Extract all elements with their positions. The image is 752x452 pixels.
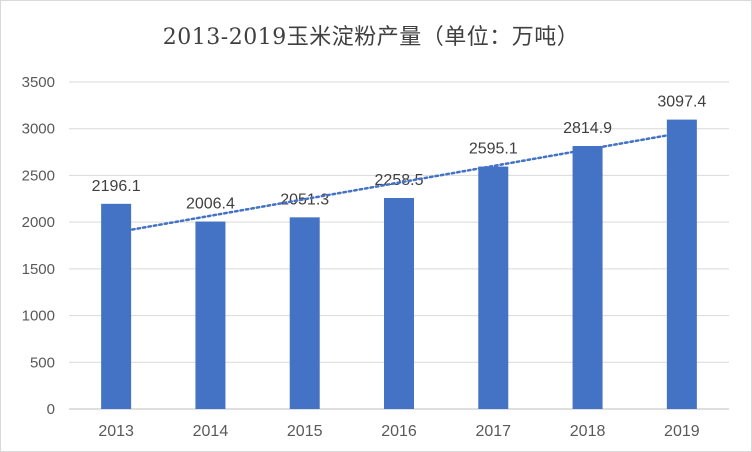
chart-title: 2013-2019玉米淀粉产量（单位：万吨） (162, 25, 580, 50)
x-tick-label: 2013 (98, 423, 134, 440)
y-tick-label: 500 (30, 354, 55, 371)
data-label: 2595.1 (469, 141, 518, 158)
bar (384, 197, 414, 409)
bar (572, 146, 603, 409)
y-tick-label: 1000 (22, 308, 55, 325)
bar (478, 166, 509, 409)
bar (289, 217, 320, 409)
x-tick-label: 2017 (475, 423, 511, 440)
data-label: 2814.9 (563, 120, 612, 137)
y-tick-label: 2000 (22, 214, 55, 231)
x-tick-label: 2014 (193, 423, 229, 440)
y-tick-label: 0 (47, 401, 55, 418)
data-label: 2196.1 (92, 178, 141, 195)
x-tick-label: 2015 (287, 423, 323, 440)
y-tick-label: 1500 (22, 261, 55, 278)
y-tick-label: 2500 (22, 167, 55, 184)
bar (195, 221, 226, 409)
y-tick-label: 3000 (22, 121, 55, 138)
x-tick-label: 2018 (570, 423, 606, 440)
trendline (130, 131, 682, 231)
y-tick-label: 3500 (22, 74, 55, 91)
x-tick-label: 2016 (381, 423, 417, 440)
data-label: 2006.4 (186, 196, 235, 213)
bar (666, 119, 697, 409)
x-tick-label: 2019 (664, 423, 700, 440)
bar (101, 203, 132, 409)
data-label: 3097.4 (657, 94, 706, 111)
